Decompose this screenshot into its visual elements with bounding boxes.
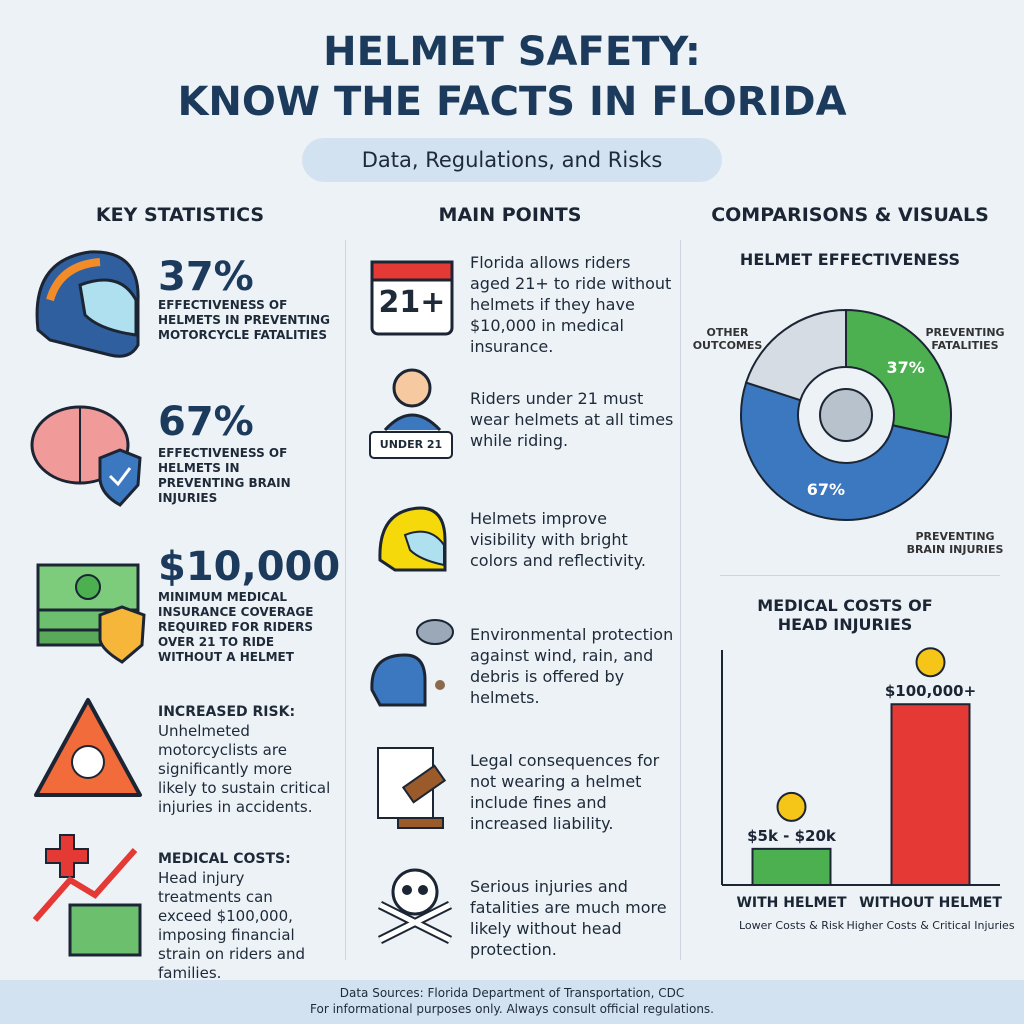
- charts: 37% 67% $5k - $20k WITH HELMET Lower Costs &…: [721, 308, 1015, 932]
- stat-text: EFFECTIVENESS OF HELMETS IN PREVENTING M…: [158, 298, 331, 342]
- column-heading: MAIN POINTS: [438, 204, 582, 226]
- category-sublabel: Higher Costs & Critical Injuries: [846, 919, 1014, 932]
- gavel-icon: [377, 747, 447, 829]
- donut-center: [819, 388, 873, 442]
- divider: [680, 240, 681, 960]
- helmet-icon: [35, 250, 140, 358]
- coin-icon: [776, 791, 807, 822]
- point-text: Helmets improve visibility with bright c…: [470, 509, 646, 570]
- calendar-icon: [370, 260, 454, 336]
- legend-label: PREVENTING BRAIN INJURIES: [906, 530, 1004, 556]
- donut-segment: [845, 308, 952, 439]
- stat-text: Unhelmeted motorcyclists are significant…: [158, 722, 331, 816]
- stat-value: $10,000: [158, 544, 341, 590]
- brain-icon: [30, 405, 142, 507]
- category-sublabel: Lower Costs & Risk: [739, 919, 845, 932]
- donut-other: [744, 308, 847, 402]
- value-label: $100,000+: [885, 682, 976, 700]
- category-label: WITH HELMET: [736, 895, 846, 911]
- point-text: Riders under 21 must wear helmets at all…: [470, 389, 674, 450]
- yellow-helmet-icon: [378, 506, 447, 572]
- value-label: $5k - $20k: [747, 827, 837, 845]
- skull-icon: [377, 868, 453, 945]
- warning-icon: [34, 698, 142, 797]
- icon-label: 21+: [378, 285, 446, 320]
- donut-segment: [740, 381, 950, 521]
- footer-bar: [0, 980, 1024, 1024]
- stat-heading: MEDICAL COSTS:: [158, 851, 291, 867]
- stat-heading: INCREASED RISK:: [158, 704, 296, 720]
- column-heading: COMPARISONS & VISUALS: [711, 204, 989, 226]
- legend-label: PREVENTING FATALITIES: [925, 326, 1005, 352]
- chart-title: MEDICAL COSTS OF HEAD INJURIES: [757, 596, 933, 634]
- weather-icon: [370, 619, 454, 707]
- bar: [751, 847, 832, 886]
- footer-text: Data Sources: Florida Department of Tran…: [339, 986, 685, 1000]
- divider: [345, 240, 346, 960]
- category-label: WITHOUT HELMET: [859, 895, 1002, 911]
- point-text: Legal consequences for not wearing a hel…: [470, 751, 660, 833]
- legend-label: OTHER OUTCOMES: [692, 326, 763, 352]
- stat-text: Head injury treatments can exceed $100,0…: [158, 869, 306, 982]
- value-label: 67%: [807, 480, 845, 499]
- point-text: Florida allows riders aged 21+ to ride w…: [470, 253, 672, 356]
- chart-title: HELMET EFFECTIVENESS: [739, 250, 961, 269]
- column-heading: KEY STATISTICS: [95, 204, 265, 226]
- icon-label: UNDER 21: [379, 438, 443, 451]
- bar: [890, 703, 971, 886]
- cost-icon: [32, 834, 142, 957]
- money-icon: [36, 563, 146, 664]
- stat-text: MINIMUM MEDICAL INSURANCE COVERAGE REQUI…: [158, 590, 314, 664]
- stat-text: EFFECTIVENESS OF HELMETS IN PREVENTING B…: [158, 446, 291, 505]
- point-text: Serious injuries and fatalities are much…: [470, 877, 667, 959]
- coin-icon: [915, 647, 946, 678]
- title-line: KNOW THE FACTS IN FLORIDA: [177, 79, 847, 125]
- divider: [720, 575, 1000, 576]
- value-label: 37%: [886, 358, 924, 377]
- person-icon: [369, 368, 453, 459]
- point-text: Environmental protection against wind, r…: [470, 625, 674, 707]
- subtitle: Data, Regulations, and Risks: [302, 138, 722, 182]
- footer-text: For informational purposes only. Always …: [310, 1002, 714, 1016]
- stat-value: 67%: [158, 399, 254, 445]
- stat-value: 37%: [158, 254, 254, 300]
- title-line: HELMET SAFETY:: [323, 29, 701, 75]
